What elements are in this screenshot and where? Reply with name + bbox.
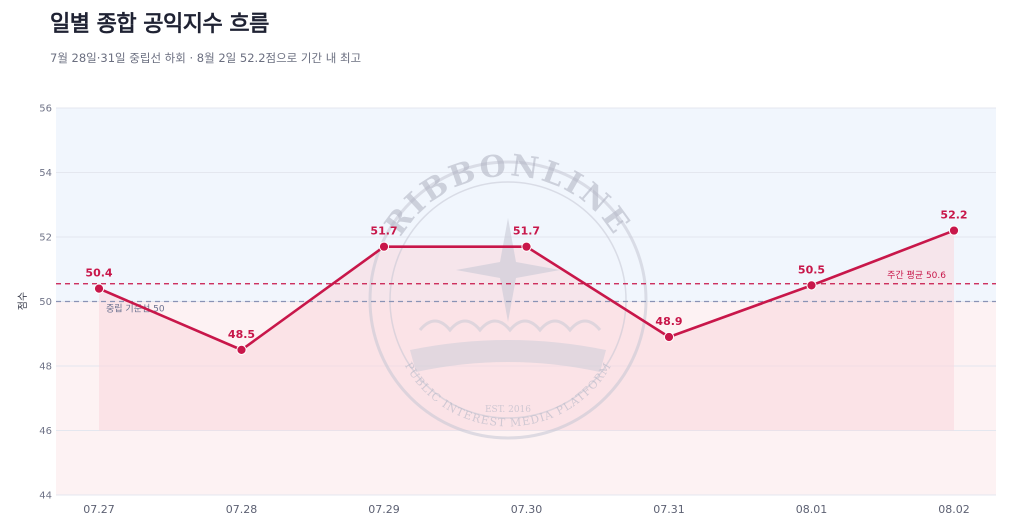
data-point — [521, 241, 532, 252]
y-tick-label: 46 — [39, 426, 52, 437]
x-tick-label: 08.02 — [938, 503, 970, 516]
x-tick-label: 07.30 — [511, 503, 543, 516]
reference-lines: 중립 기준선 50 주간 평균 50.6 — [56, 270, 996, 315]
y-tick-label: 56 — [39, 104, 52, 115]
y-tick-label: 54 — [39, 168, 52, 179]
data-labels: 50.4 48.5 51.7 51.7 48.9 50.5 52.2 — [85, 209, 967, 341]
x-tick-label: 07.27 — [83, 503, 115, 516]
y-tick-label: 50 — [39, 297, 52, 308]
data-label: 48.9 — [655, 315, 682, 328]
data-label: 51.7 — [370, 225, 397, 238]
watermark-outer-ring — [368, 160, 648, 440]
y-axis: 44 46 48 50 52 54 56 — [39, 104, 52, 502]
data-label: 48.5 — [228, 328, 255, 341]
data-points — [93, 225, 960, 355]
data-label: 50.4 — [85, 267, 112, 280]
data-point — [236, 344, 247, 355]
x-tick-label: 07.28 — [226, 503, 258, 516]
x-tick-label: 08.01 — [796, 503, 828, 516]
average-reference-label: 주간 평균 50.6 — [887, 270, 946, 281]
data-point — [663, 331, 675, 343]
data-point — [93, 283, 105, 294]
y-tick-label: 48 — [39, 362, 52, 373]
neutral-reference-label: 중립 기준선 50 — [106, 304, 165, 315]
watermark-ribbon-icon — [410, 340, 606, 372]
data-point — [378, 241, 390, 252]
y-axis-label: 점수 — [17, 292, 29, 310]
watermark-inner-ring — [389, 181, 627, 419]
chart-title: 일별 종합 공익지수 흐름 — [50, 12, 269, 37]
data-label: 50.5 — [798, 263, 825, 276]
x-tick-label: 07.31 — [653, 503, 685, 516]
watermark-star-icon — [456, 218, 560, 322]
area-under-line — [99, 230, 954, 431]
watermark-wave-icon — [418, 319, 602, 333]
data-label: 51.7 — [513, 225, 540, 238]
data-point — [948, 225, 960, 236]
data-label: 52.2 — [940, 209, 967, 222]
x-axis: 07.27 07.28 07.29 07.30 07.31 08.01 08.02 — [83, 503, 970, 516]
data-point — [806, 280, 817, 291]
chart-subtitle: 7월 28일·31일 중립선 하회 · 8월 2일 52.2점으로 기간 내 최… — [50, 51, 362, 65]
watermark-est: EST. 2016 — [485, 405, 531, 415]
y-tick-label: 44 — [39, 491, 52, 502]
y-tick-label: 52 — [39, 233, 52, 244]
area-fill — [99, 230, 954, 431]
x-tick-label: 07.29 — [368, 503, 400, 516]
